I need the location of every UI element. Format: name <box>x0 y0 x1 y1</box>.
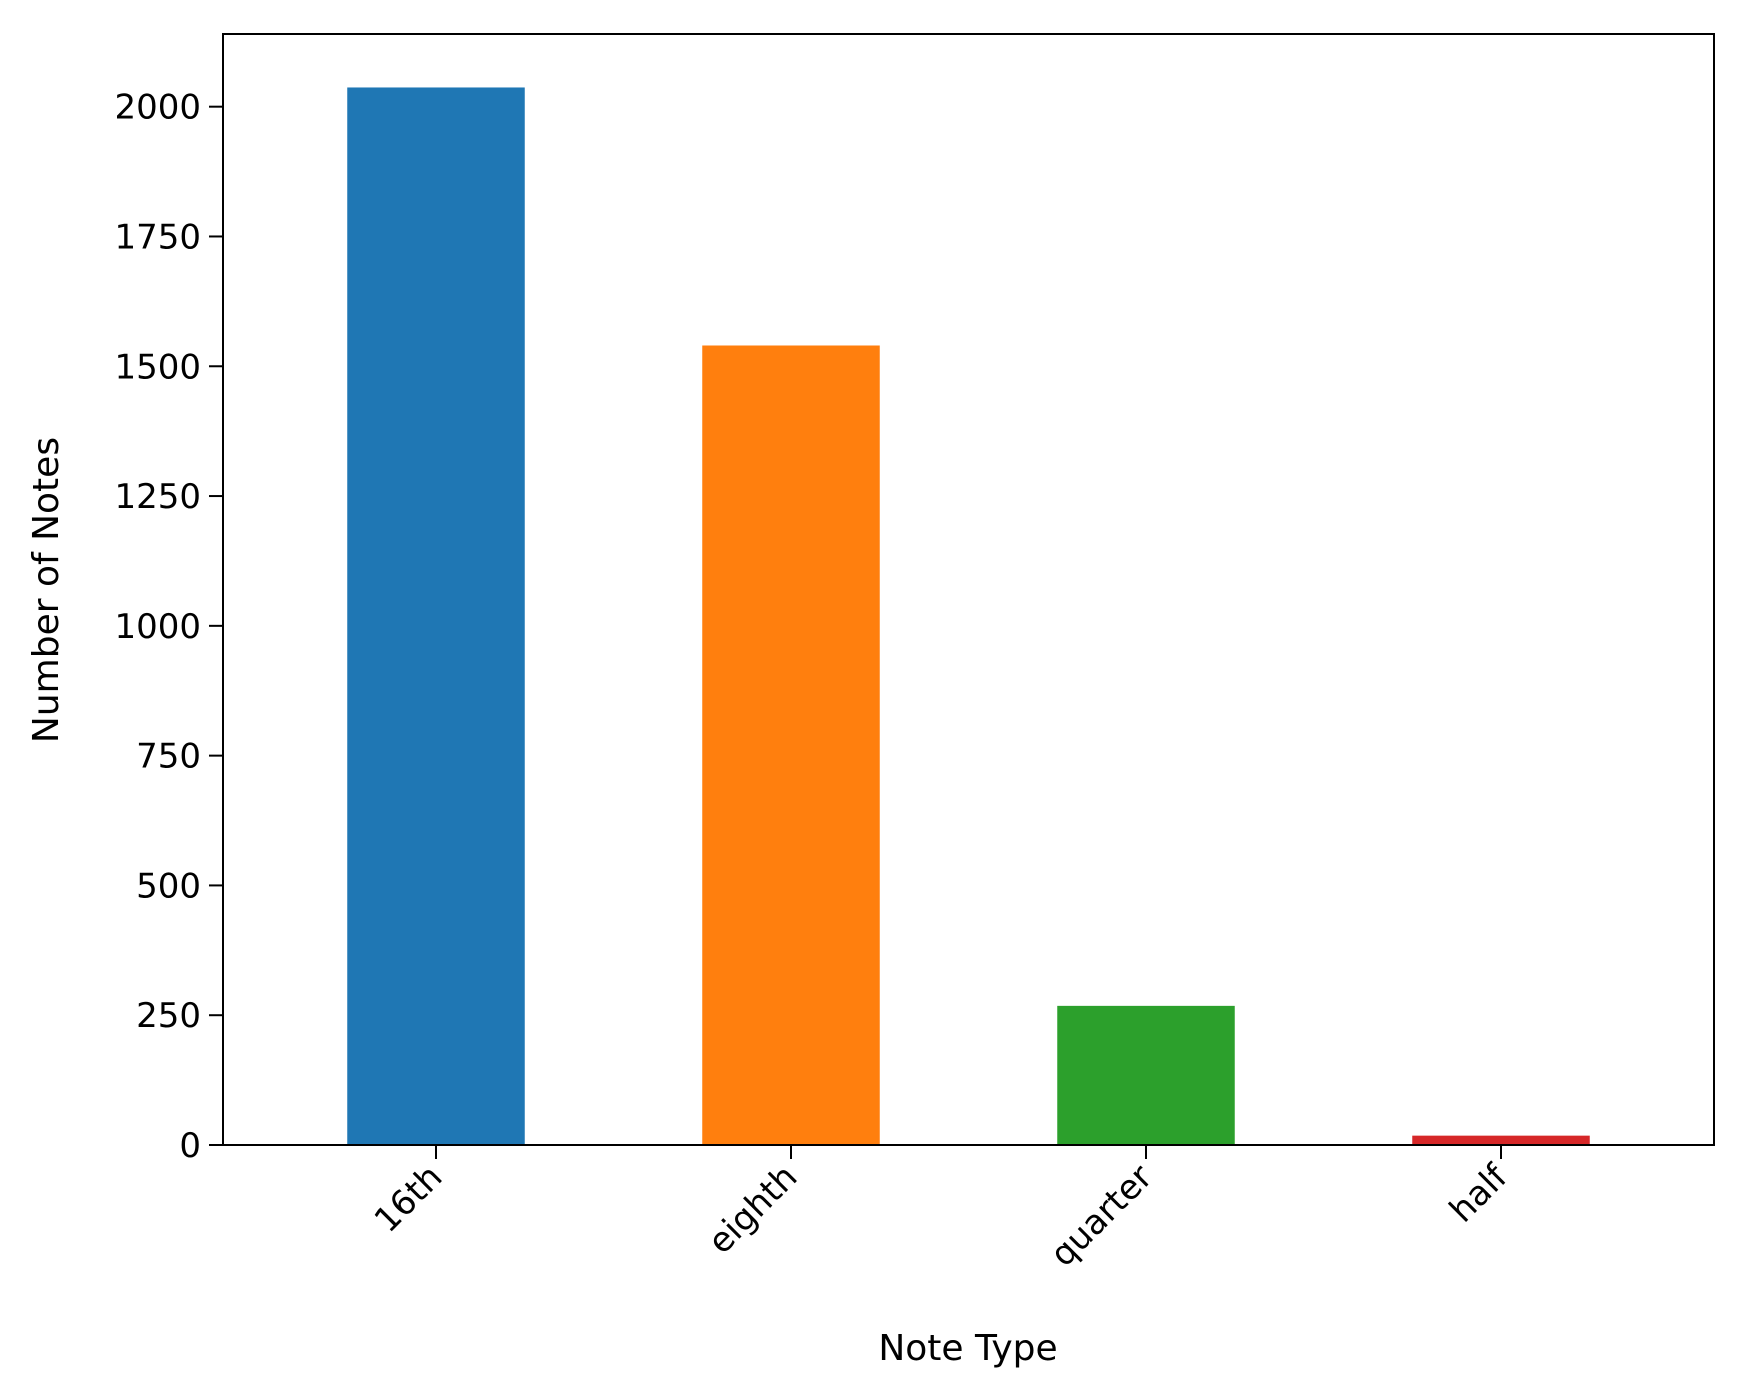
y-axis-ticks: 0 250 500 750 1000 1250 1500 1750 2000 <box>114 88 223 1166</box>
bars-group <box>347 87 1590 1145</box>
bar-eighth <box>702 345 880 1145</box>
y-tick-label: 1250 <box>114 477 201 517</box>
plot-frame <box>222 33 1715 1146</box>
bar-16th <box>347 87 525 1145</box>
y-tick-label: 1750 <box>114 217 201 257</box>
y-tick-label: 1500 <box>114 347 201 387</box>
y-tick-label: 250 <box>136 996 201 1036</box>
y-axis-label: Number of Notes <box>26 437 67 743</box>
x-axis-label: Note Type <box>878 1328 1057 1369</box>
bar-half <box>1412 1135 1590 1145</box>
x-tick-label: 16th <box>367 1157 451 1241</box>
x-tick-label: eighth <box>700 1157 805 1262</box>
y-tick-label: 1000 <box>114 607 201 647</box>
y-tick-label: 2000 <box>114 88 201 128</box>
y-tick-label: 750 <box>136 737 201 777</box>
bar-quarter <box>1057 1005 1235 1145</box>
x-tick-label: half <box>1442 1156 1516 1230</box>
y-tick-label: 500 <box>136 866 201 906</box>
y-tick-label: 0 <box>179 1126 201 1166</box>
x-tick-label: quarter <box>1043 1157 1161 1275</box>
x-axis-ticks: 16th eighth quarter half <box>367 1145 1516 1275</box>
